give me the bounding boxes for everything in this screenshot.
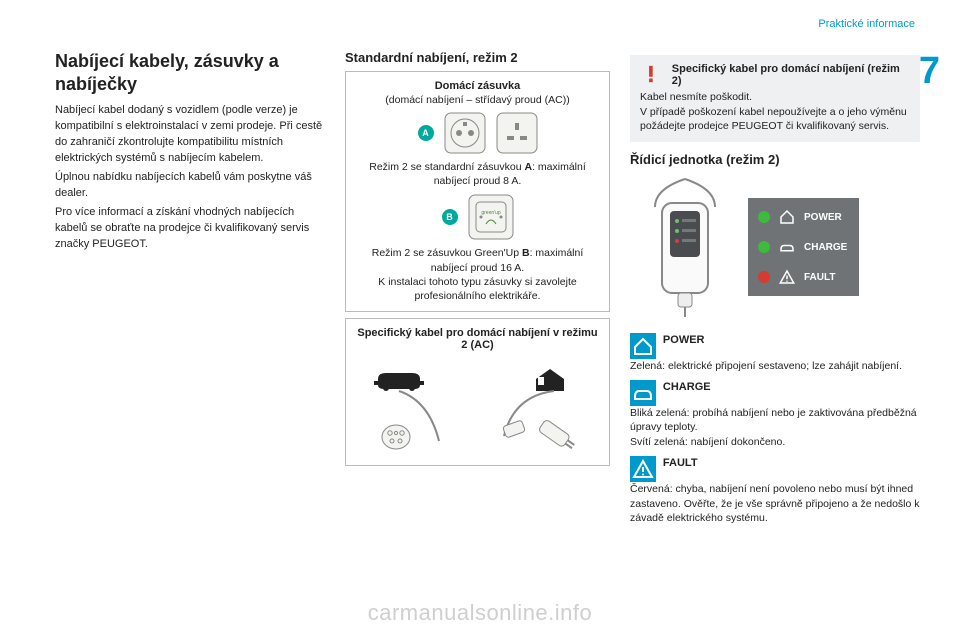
svg-text:green'up: green'up xyxy=(481,210,501,216)
info-text: Svítí zelená: nabíjení dokončeno. xyxy=(630,436,785,448)
car-plug-icon xyxy=(366,363,466,453)
cable-box: Specifický kabel pro domácí nabíjení v r… xyxy=(345,318,610,466)
page: Nabíjecí kabely, zásuvky a nabíječky Nab… xyxy=(0,0,960,542)
info-text: Zelená: elektrické připojení sestaveno; … xyxy=(630,360,902,372)
chapter-number: 7 xyxy=(919,50,940,93)
text: Režim 2 se zásuvkou Green'Up xyxy=(372,247,522,259)
section-header: Praktické informace xyxy=(818,18,915,30)
text: Režim 2 se standardní zásuvkou xyxy=(369,161,524,173)
info-label: POWER xyxy=(663,334,705,346)
greenup-socket-icon: green'up xyxy=(468,194,514,240)
text-bold: A xyxy=(524,161,532,173)
socket-box: Domácí zásuvka (domácí nabíjení – střída… xyxy=(345,71,610,312)
warning-title: Specifický kabel pro domácí nabíjení (re… xyxy=(672,63,910,87)
led-label: FAULT xyxy=(804,272,835,283)
info-label: CHARGE xyxy=(663,381,711,393)
column-3: Specifický kabel pro domácí nabíjení (re… xyxy=(630,20,920,532)
led-green-dot xyxy=(758,241,770,253)
info-power: POWER Zelená: elektrické připojení sesta… xyxy=(630,333,920,374)
text: Kabel nesmíte poškodit. xyxy=(640,91,752,103)
paragraph: Úplnou nabídku nabíjecích kabelů vám pos… xyxy=(55,170,325,202)
text-bold: B xyxy=(522,247,530,259)
info-text: Bliká zelená: probíhá nabíjení nebo je z… xyxy=(630,407,917,434)
info-label: FAULT xyxy=(663,457,698,469)
label-b: B xyxy=(442,209,458,225)
warning-box: Specifický kabel pro domácí nabíjení (re… xyxy=(630,55,920,142)
led-label: CHARGE xyxy=(804,242,847,253)
text: V případě poškození kabel nepoužívejte a… xyxy=(640,106,907,133)
info-text: Červená: chyba, nabíjení není povoleno n… xyxy=(630,483,920,524)
fault-triangle-icon xyxy=(778,268,796,286)
led-label: POWER xyxy=(804,212,842,223)
house-plug-icon xyxy=(490,363,590,453)
label-a: A xyxy=(418,125,434,141)
led-row-power: POWER xyxy=(758,208,847,226)
info-fault: FAULT Červená: chyba, nabíjení není povo… xyxy=(630,456,920,526)
column-1: Nabíjecí kabely, zásuvky a nabíječky Nab… xyxy=(55,20,325,532)
box-title: Specifický kabel pro domácí nabíjení v r… xyxy=(356,327,599,351)
warning-body: Kabel nesmíte poškodit. V případě poškoz… xyxy=(640,90,910,134)
box-title: Domácí zásuvka xyxy=(356,80,599,92)
led-red-dot xyxy=(758,271,770,283)
eu-socket-icon xyxy=(444,112,486,154)
fault-badge-icon xyxy=(630,456,656,482)
house-icon xyxy=(778,208,796,226)
socket-row-b: B green'up xyxy=(356,194,599,240)
unit-heading: Řídicí jednotka (režim 2) xyxy=(630,152,920,167)
page-title: Nabíjecí kabely, zásuvky a nabíječky xyxy=(55,50,325,95)
box-subtitle: (domácí nabíjení – střídavý proud (AC)) xyxy=(356,94,599,106)
led-green-dot xyxy=(758,211,770,223)
led-row-charge: CHARGE xyxy=(758,238,847,256)
paragraph: Pro více informací a získání vhodných na… xyxy=(55,205,325,253)
house-badge-icon xyxy=(630,333,656,359)
paragraph: Nabíjecí kabel dodaný s vozidlem (podle … xyxy=(55,103,325,167)
led-row-fault: FAULT xyxy=(758,268,847,286)
led-panel: POWER CHARGE FAULT xyxy=(748,198,859,296)
caption-b: Režim 2 se zásuvkou Green'Up B: maximáln… xyxy=(356,246,599,303)
car-icon xyxy=(778,238,796,256)
watermark: carmanualsonline.info xyxy=(368,600,593,626)
control-unit-icon xyxy=(630,177,740,317)
uk-socket-icon xyxy=(496,112,538,154)
info-charge: CHARGE Bliká zelená: probíhá nabíjení ne… xyxy=(630,380,920,450)
control-unit-figure: POWER CHARGE FAULT xyxy=(630,177,920,317)
cable-figure xyxy=(356,357,599,457)
socket-row-a: A xyxy=(356,112,599,154)
caption-a: Režim 2 se standardní zásuvkou A: maximá… xyxy=(356,160,599,188)
column-2: Standardní nabíjení, režim 2 Domácí zásu… xyxy=(345,20,610,532)
car-badge-icon xyxy=(630,380,656,406)
text: K instalaci tohoto typu zásuvky si zavol… xyxy=(378,276,576,302)
warning-icon xyxy=(640,63,662,85)
section-heading: Standardní nabíjení, režim 2 xyxy=(345,50,610,65)
